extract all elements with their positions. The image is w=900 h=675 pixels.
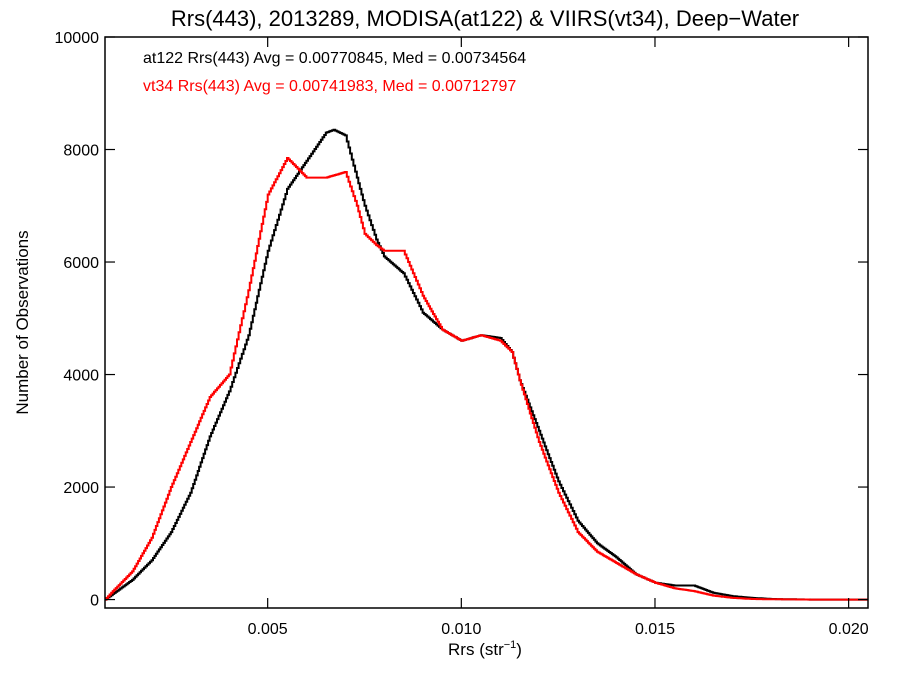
x-axis-label: Rrs (str−1): [448, 639, 522, 659]
y-axis-label: Number of Observations: [13, 230, 32, 414]
y-tick-label: 4000: [63, 368, 99, 385]
legend: at122 Rrs(443) Avg = 0.00770845, Med = 0…: [143, 50, 526, 95]
y-tick-label: 0: [90, 593, 99, 610]
y-tick-label: 2000: [63, 480, 99, 497]
x-tick-label: 0.015: [635, 621, 675, 638]
y-tick-label: 6000: [63, 255, 99, 272]
histogram-series-2: [105, 157, 868, 601]
ticks-layer: 0.005 0.010 0.015 0.020 0 2000 4000 6000 8000 100…: [55, 30, 869, 638]
chart-title: Rrs(443), 2013289, MODISA(at122) & VIIRS…: [171, 6, 799, 31]
y-tick-label: 10000: [55, 30, 100, 47]
x-tick-label: 0.010: [441, 621, 481, 638]
series-layer: [105, 128, 868, 601]
histogram-series-1: [105, 128, 868, 601]
y-tick-label: 8000: [63, 143, 99, 160]
x-axis-label-superscript: −1: [504, 639, 517, 651]
x-tick-label: 0.020: [829, 621, 869, 638]
x-axis-label-main: Rrs (str: [448, 640, 504, 659]
plot-frame: [104, 36, 869, 609]
x-tick-label: 0.005: [248, 621, 288, 638]
legend-entry-1: at122 Rrs(443) Avg = 0.00770845, Med = 0…: [143, 50, 526, 67]
legend-entry-2: vt34 Rrs(443) Avg = 0.00741983, Med = 0.…: [143, 78, 516, 95]
x-axis-label-close: ): [516, 640, 522, 659]
y-axis-label-group: Number of Observations: [13, 230, 32, 414]
